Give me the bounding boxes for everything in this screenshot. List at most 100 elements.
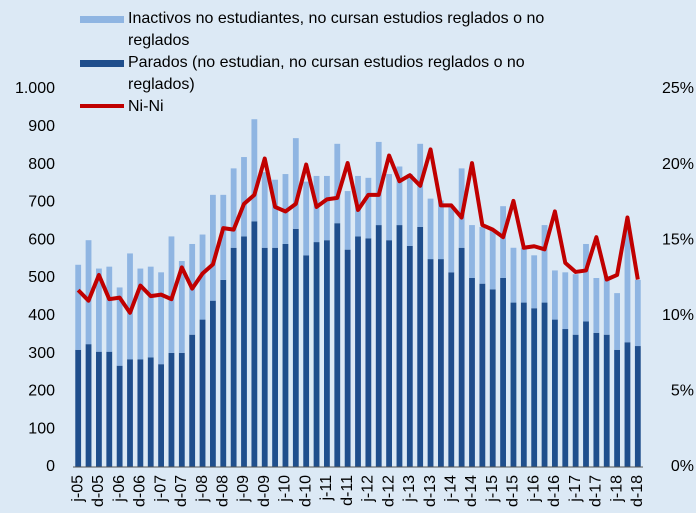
legend: Inactivos no estudiantes, no cursan estu… xyxy=(80,8,600,118)
x-tick-label: j-16 xyxy=(525,475,542,503)
bar xyxy=(583,321,589,467)
x-tick-label: j-08 xyxy=(194,475,211,503)
y-tick-label: 500 xyxy=(28,269,55,286)
bar xyxy=(500,206,506,278)
x-tick-label: j-09 xyxy=(235,475,252,503)
bar xyxy=(541,225,548,303)
x-tick-label: d-08 xyxy=(214,475,231,507)
bar xyxy=(510,247,517,303)
bar xyxy=(85,240,92,345)
bar xyxy=(272,247,278,467)
bar xyxy=(396,166,403,226)
bar xyxy=(510,302,517,467)
bar xyxy=(96,268,102,352)
bar xyxy=(396,225,403,467)
bar xyxy=(562,329,569,467)
bar xyxy=(324,175,330,241)
bar xyxy=(593,332,600,467)
bar xyxy=(634,279,641,347)
bar xyxy=(230,168,237,248)
y-tick-label: 700 xyxy=(28,194,55,211)
x-tick-label: d-09 xyxy=(256,475,273,507)
bar xyxy=(210,194,216,301)
bar xyxy=(251,119,258,222)
y2-tick-label: 25% xyxy=(662,80,694,97)
bar xyxy=(438,259,444,467)
y-tick-label: 300 xyxy=(28,345,55,362)
bar xyxy=(137,268,144,360)
bar xyxy=(375,141,382,226)
bar xyxy=(261,172,268,248)
y-tick-label: 900 xyxy=(28,118,55,135)
y-tick-label: 0 xyxy=(46,458,55,475)
bar xyxy=(624,225,631,343)
bar xyxy=(75,264,82,350)
bar xyxy=(500,278,506,467)
y2-tick-label: 10% xyxy=(662,307,694,324)
x-tick-label: j-11 xyxy=(318,475,335,502)
bar xyxy=(178,260,185,353)
y2-tick-label: 15% xyxy=(662,231,694,248)
bar xyxy=(158,272,164,365)
bar xyxy=(168,352,175,467)
x-tick-label: d-07 xyxy=(173,475,190,507)
x-tick-label: j-07 xyxy=(152,475,169,503)
bar xyxy=(614,293,620,350)
y2-tick-label: 0% xyxy=(671,458,694,475)
bar xyxy=(127,253,133,360)
bar xyxy=(344,191,351,250)
bar xyxy=(303,181,310,256)
x-tick-label: d-16 xyxy=(546,475,563,507)
x-tick-label: d-06 xyxy=(132,475,149,507)
bar xyxy=(603,334,610,467)
bar xyxy=(479,226,486,284)
x-tick-label: j-10 xyxy=(277,475,294,503)
bar xyxy=(572,274,579,335)
bar xyxy=(324,240,330,467)
bar xyxy=(199,234,206,320)
x-tick-label: j-05 xyxy=(69,475,86,503)
bar xyxy=(624,342,631,467)
x-tick-label: j-12 xyxy=(360,475,377,503)
legend-label: Ni-Ni xyxy=(128,98,164,115)
legend-label: Inactivos no estudiantes, no cursan estu… xyxy=(128,10,545,49)
y-tick-label: 400 xyxy=(28,307,55,324)
x-tick-label: j-17 xyxy=(567,475,584,503)
bar xyxy=(313,242,320,467)
x-tick-label: d-18 xyxy=(629,475,646,507)
x-tick-label: d-12 xyxy=(380,475,397,507)
bar xyxy=(552,270,558,320)
y-tick-label: 100 xyxy=(28,420,55,437)
y2-tick-label: 5% xyxy=(671,383,694,400)
bar xyxy=(158,364,164,467)
bar xyxy=(178,352,185,467)
bar xyxy=(448,272,455,467)
bar xyxy=(116,287,123,366)
x-tick-label: j-18 xyxy=(608,475,625,503)
bar xyxy=(75,349,82,467)
bar xyxy=(552,319,558,467)
bar xyxy=(85,344,92,467)
legend-swatch xyxy=(80,16,124,23)
bar xyxy=(593,278,600,333)
y-tick-label: 800 xyxy=(28,156,55,173)
x-tick-label: d-15 xyxy=(505,475,522,507)
bar xyxy=(614,349,620,467)
bar xyxy=(261,247,268,467)
bar xyxy=(147,357,154,467)
bar xyxy=(210,300,216,467)
bar xyxy=(406,174,413,246)
bar xyxy=(292,228,299,467)
bar xyxy=(106,266,113,352)
bar xyxy=(520,247,527,303)
bar xyxy=(365,177,372,239)
bar xyxy=(272,179,278,248)
y-tick-label: 600 xyxy=(28,231,55,248)
bar xyxy=(303,255,310,467)
bar xyxy=(572,334,579,467)
bar xyxy=(147,266,154,358)
bar xyxy=(427,198,434,260)
bar xyxy=(603,276,610,335)
bar xyxy=(106,351,113,467)
